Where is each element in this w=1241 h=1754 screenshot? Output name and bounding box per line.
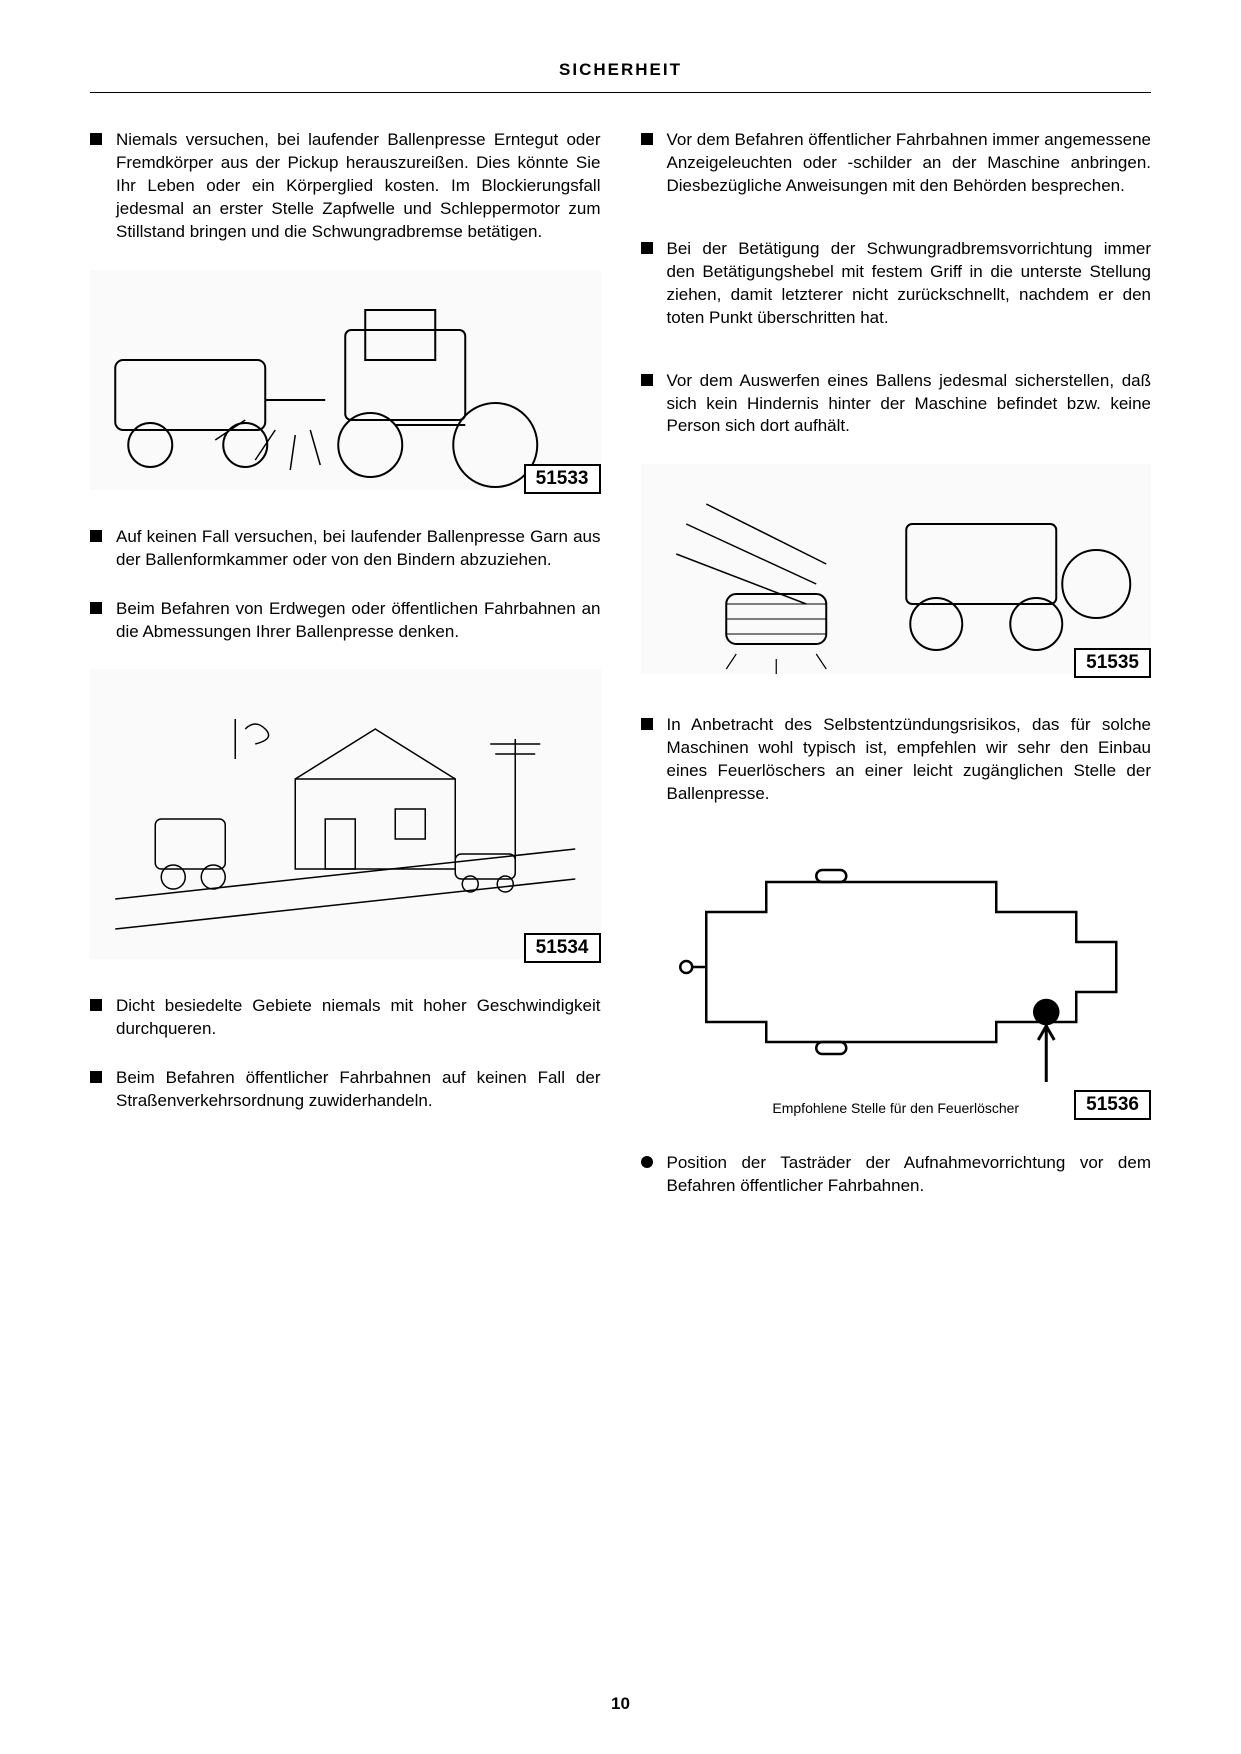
right-column: Vor dem Befahren öffentlicher Fahrbahnen… [641, 129, 1152, 1224]
bullet-text: Dicht besiedelte Gebiete niemals mit hoh… [116, 995, 601, 1041]
figure-number-box: 51535 [1074, 648, 1151, 678]
bullet-text: Beim Befahren von Erdwegen oder öffentli… [116, 598, 601, 644]
figure-number-box: 51534 [524, 933, 601, 963]
bullet-text: Niemals versuchen, bei laufender Ballenp… [116, 129, 601, 244]
bale-eject-illustration [641, 464, 1152, 674]
figure-51534: 51534 [90, 669, 601, 959]
village-road-illustration [90, 669, 601, 959]
square-bullet-icon [641, 133, 653, 145]
tractor-baler-illustration [90, 270, 601, 490]
bullet-item: Vor dem Auswerfen eines Ballens jedesmal… [641, 370, 1152, 439]
bullet-item: Dicht besiedelte Gebiete niemals mit hoh… [90, 995, 601, 1041]
bullet-item: Beim Befahren öffentlicher Fahrbahnen au… [90, 1067, 601, 1113]
bullet-item: Bei der Betätigung der Schwungradbremsvo… [641, 238, 1152, 330]
figure-number-box: 51536 [1074, 1090, 1151, 1120]
square-bullet-icon [641, 242, 653, 254]
bullet-text: Vor dem Befahren öffentlicher Fahrbahnen… [667, 129, 1152, 198]
square-bullet-icon [90, 1071, 102, 1083]
square-bullet-icon [641, 374, 653, 386]
left-column: Niemals versuchen, bei laufender Ballenp… [90, 129, 601, 1224]
square-bullet-icon [90, 999, 102, 1011]
bullet-text: Beim Befahren öffentlicher Fahrbahnen au… [116, 1067, 601, 1113]
figure-51535: 51535 [641, 464, 1152, 674]
page-number: 10 [0, 1694, 1241, 1714]
bullet-item: Position der Tasträder der Aufnahmevorri… [641, 1152, 1152, 1198]
bullet-item: Niemals versuchen, bei laufender Ballenp… [90, 129, 601, 244]
bullet-text: In Anbetracht des Selbstentzündungsrisik… [667, 714, 1152, 806]
bullet-item: Auf keinen Fall versuchen, bei laufender… [90, 526, 601, 572]
bullet-text: Bei der Betätigung der Schwungradbremsvo… [667, 238, 1152, 330]
square-bullet-icon [90, 602, 102, 614]
figure-number-box: 51533 [524, 464, 601, 494]
bullet-text: Vor dem Auswerfen eines Ballens jedesmal… [667, 370, 1152, 439]
two-column-layout: Niemals versuchen, bei laufender Ballenp… [90, 129, 1151, 1224]
bullet-text: Auf keinen Fall versuchen, bei laufender… [116, 526, 601, 572]
round-bullet-icon [641, 1156, 653, 1168]
figure-51536: 51536 Empfohlene Stelle für den Feuerlös… [641, 832, 1152, 1116]
square-bullet-icon [90, 133, 102, 145]
bullet-item: In Anbetracht des Selbstentzündungsrisik… [641, 714, 1152, 806]
page-header: SICHERHEIT [90, 60, 1151, 93]
figure-51533: 51533 [90, 270, 601, 490]
bullet-text: Position der Tasträder der Aufnahmevorri… [667, 1152, 1152, 1198]
bullet-item: Beim Befahren von Erdwegen oder öffentli… [90, 598, 601, 644]
extinguisher-position-schematic [641, 832, 1152, 1092]
bullet-item: Vor dem Befahren öffentlicher Fahrbahnen… [641, 129, 1152, 198]
square-bullet-icon [90, 530, 102, 542]
square-bullet-icon [641, 718, 653, 730]
